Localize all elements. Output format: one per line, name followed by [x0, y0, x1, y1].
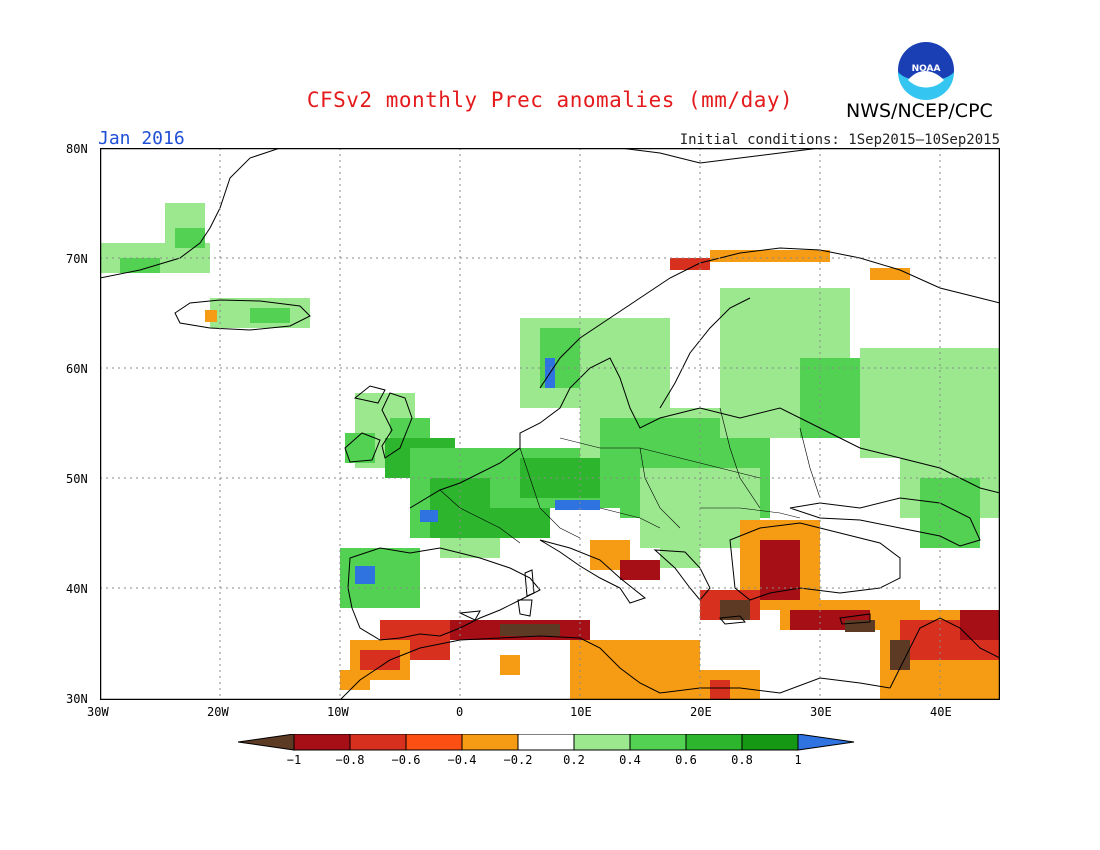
- noaa-logo-text: NOAA: [912, 64, 941, 74]
- anomaly-cell: [570, 640, 700, 700]
- anomaly-cell: [760, 540, 800, 600]
- anomaly-field: [100, 203, 1000, 700]
- anomaly-cell: [960, 610, 1000, 640]
- lat-label: 70N: [66, 252, 88, 266]
- precip-anomaly-map: [100, 148, 1000, 700]
- anomaly-cell: [355, 566, 375, 584]
- lat-label: 60N: [66, 362, 88, 376]
- anomaly-cell: [890, 640, 910, 670]
- anomaly-cell: [720, 600, 750, 620]
- legend-tick-label: 0.2: [563, 753, 585, 767]
- anomaly-cell: [920, 478, 980, 548]
- legend-tick-label: 0.6: [675, 753, 697, 767]
- noaa-logo-icon: NOAA: [898, 42, 954, 100]
- anomaly-cell: [345, 433, 375, 463]
- legend-tick-label: −0.8: [336, 753, 365, 767]
- anomaly-cell: [340, 670, 370, 690]
- legend-swatch: [629, 734, 687, 751]
- agency-label: NWS/NCEP/CPC: [846, 100, 993, 122]
- lon-label: 40E: [930, 705, 952, 719]
- anomaly-cell: [120, 258, 160, 273]
- initial-conditions: Initial conditions: 1Sep2015–10Sep2015: [679, 132, 1000, 148]
- legend-swatch: [405, 734, 463, 751]
- lon-label: 30W: [87, 705, 109, 719]
- legend-swatch: [573, 734, 631, 751]
- legend-swatch: [293, 734, 351, 751]
- anomaly-cell: [205, 310, 217, 322]
- lon-label: 20W: [207, 705, 229, 719]
- lat-label: 40N: [66, 582, 88, 596]
- legend-swatch-below: [238, 734, 295, 751]
- anomaly-cell: [670, 258, 710, 270]
- lat-label: 30N: [66, 692, 88, 706]
- legend-tick-label: −1: [287, 753, 301, 767]
- anomaly-cell: [710, 680, 730, 700]
- legend-tick-label: −0.6: [392, 753, 421, 767]
- lon-label: 0: [456, 705, 464, 719]
- anomaly-cell: [870, 268, 910, 280]
- anomaly-cell: [340, 548, 420, 608]
- legend-swatch: [741, 734, 799, 751]
- legend-tick-label: 0.4: [619, 753, 641, 767]
- lon-label: 10W: [327, 705, 349, 719]
- anomaly-cell: [420, 510, 438, 522]
- anomaly-cell: [440, 538, 500, 558]
- anomaly-cell: [620, 560, 660, 580]
- anomaly-cell: [175, 228, 205, 248]
- lon-label: 30E: [810, 705, 832, 719]
- legend-tick-label: −0.4: [448, 753, 477, 767]
- map-frame: [100, 148, 1000, 700]
- lat-label: 50N: [66, 472, 88, 486]
- legend-tick-label: 1: [794, 753, 801, 767]
- lon-label: 10E: [570, 705, 592, 719]
- country-borders: [439, 407, 821, 544]
- lon-label: 20E: [690, 705, 712, 719]
- chart-title: CFSv2 monthly Prec anomalies (mm/day): [306, 88, 794, 112]
- legend-swatch: [517, 734, 575, 751]
- legend-tick-label: 0.8: [731, 753, 753, 767]
- graticule: [100, 148, 1000, 700]
- anomaly-cell: [250, 308, 290, 323]
- anomaly-cell: [500, 624, 560, 636]
- legend-tick-label: −0.2: [504, 753, 533, 767]
- anomaly-cell: [360, 650, 400, 670]
- legend-swatch: [349, 734, 407, 751]
- lat-label: 80N: [66, 142, 88, 156]
- legend-colorbar: −1 −0.8 −0.6 −0.4 −0.2 0.2 0.4 0.6 0.8 1: [238, 734, 855, 767]
- anomaly-cell: [500, 655, 520, 675]
- anomaly-cell: [555, 500, 600, 510]
- coastlines: [100, 148, 1000, 700]
- legend-swatch: [461, 734, 519, 751]
- forecast-month: Jan 2016: [98, 128, 185, 149]
- legend-swatch-above: [797, 734, 855, 751]
- legend-swatch: [685, 734, 743, 751]
